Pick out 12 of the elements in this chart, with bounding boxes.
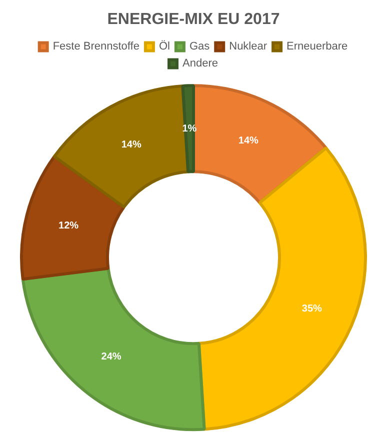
legend-label: Andere — [182, 58, 218, 70]
data-label: 12% — [58, 220, 79, 232]
data-label: 35% — [302, 304, 322, 315]
data-label: 24% — [101, 352, 122, 363]
legend-label: Nuklear — [229, 40, 268, 53]
legend-label: Gas — [189, 40, 210, 53]
chart-title: ENERGIE-MIX EU 2017 — [107, 11, 280, 28]
legend-label: Feste Brennstoffe — [52, 40, 140, 53]
legend-label: Erneuerbare — [286, 40, 348, 53]
data-label: 14% — [121, 139, 142, 150]
legend-label: Öl — [158, 40, 170, 53]
data-label: 14% — [238, 136, 259, 147]
